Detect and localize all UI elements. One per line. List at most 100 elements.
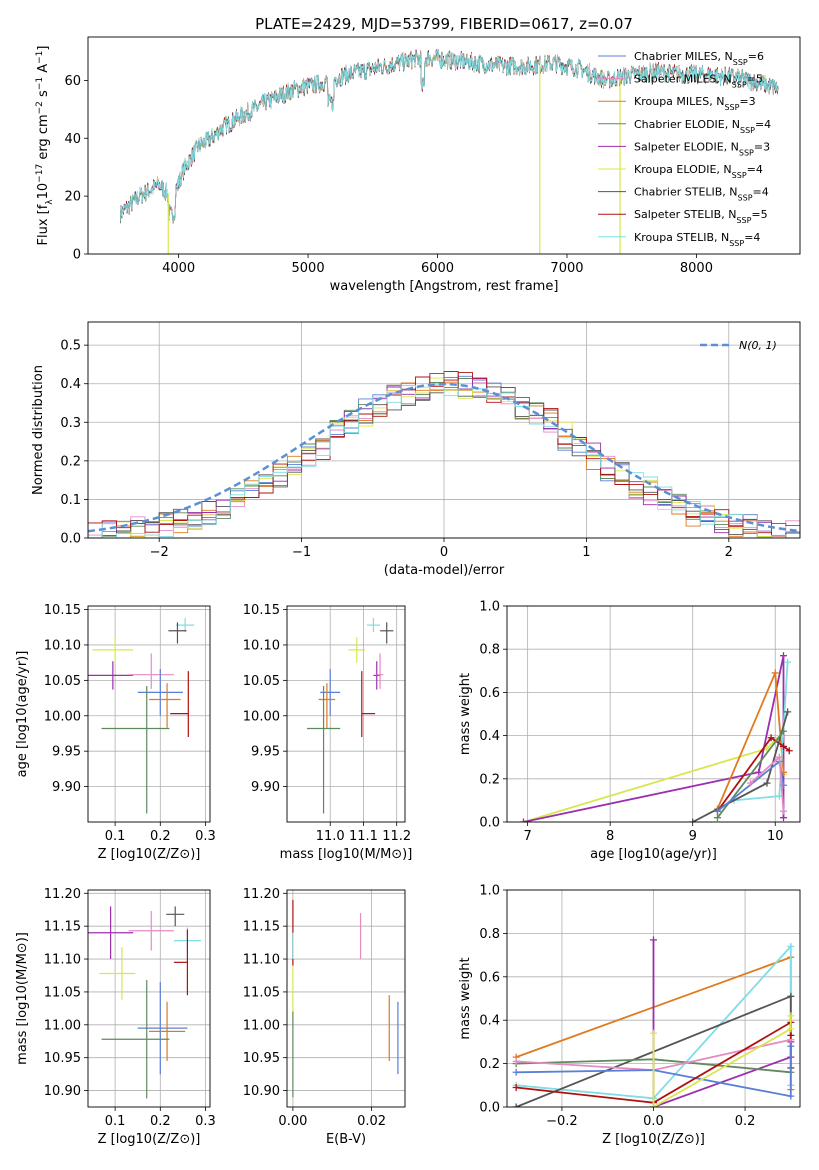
mass_vs_EBV-panel: 0.00 0.02 10.90 10.95 11.00 11.05 11.10 11.15 11…: [243, 887, 406, 1147]
weight_vs_Z-panel: −0.2 0.0 0.2 0.0 0.2 0.4 0.6 0.8 1.0 Z [log10(Z/Z…: [458, 884, 801, 1147]
y-tick-label: 0.1: [60, 493, 81, 508]
plot-frame: [286, 889, 406, 1108]
y-axis-label-part: −1: [35, 77, 45, 90]
y-tick-label: 0.3: [60, 416, 81, 431]
y-tick-label: 0.0: [479, 816, 500, 831]
y-tick-label: 10.00: [243, 709, 280, 724]
y-tick-label: 10.10: [243, 638, 280, 653]
legend-n: =3: [754, 140, 770, 153]
weight-line: [716, 730, 785, 819]
x-tick-label: 0.3: [195, 1114, 216, 1129]
y-tick-label: 11.10: [44, 953, 81, 968]
y-tick-label: 10.00: [44, 709, 81, 724]
y-tick-label: 0.2: [479, 1057, 500, 1072]
weight-marker: [787, 1025, 795, 1033]
spectrum-panel: 4000 5000 6000 7000 8000 0 20 40 60 wavelength [A…: [35, 36, 801, 294]
y-tick-label: 10.05: [243, 674, 280, 689]
plot-frame: [87, 36, 801, 255]
weight-marker: [746, 779, 754, 787]
x-axis-label: Z [log10(Z/Z⊙)]: [98, 847, 201, 862]
legend-sub: SSP: [739, 148, 754, 157]
y-tick-label: 9.90: [52, 780, 81, 795]
y-tick-label: 10.90: [44, 1084, 81, 1099]
y-tick-label: 0.5: [60, 339, 81, 354]
legend-sub: SSP: [733, 58, 748, 67]
legend-label: N(0, 1): [739, 339, 777, 352]
age_vs_Z-panel: 0.1 0.2 0.3 9.90 9.95 10.00 10.05 10.10 10.15 Z […: [15, 603, 216, 862]
y-tick-label: 10.90: [243, 1084, 280, 1099]
mass_vs_Z-panel: 0.1 0.2 0.3 10.90 10.95 11.00 11.05 11.10 11.15 1…: [15, 887, 216, 1147]
weight-marker: [775, 753, 783, 761]
y-tick-label: 0.6: [479, 970, 500, 985]
legend-sub: SSP: [729, 238, 744, 247]
plot-frame: [87, 321, 801, 539]
x-tick-label: 8: [606, 829, 614, 844]
legend-sub: SSP: [738, 193, 753, 202]
x-tick-label: 0.3: [195, 829, 216, 844]
y-axis-label: mass weight: [458, 957, 473, 1039]
x-axis-label: wavelength [Angstrom, rest frame]: [330, 279, 559, 294]
legend-sub: SSP: [740, 125, 755, 134]
legend-model: Salpeter MILES, N: [634, 73, 732, 86]
y-axis-label: Normed distribution: [31, 365, 46, 495]
y-tick-label: 10.15: [243, 603, 280, 618]
x-tick-label: 0.0: [643, 1114, 664, 1129]
y-tick-label: 0.0: [479, 1101, 500, 1116]
weight-marker: [779, 807, 787, 815]
weight-marker: [787, 1012, 795, 1020]
x-axis-label: Z [log10(Z/Z⊙)]: [602, 1132, 705, 1147]
x-tick-label: 1: [582, 545, 590, 560]
x-tick-label: 0.2: [150, 1114, 171, 1129]
legend-model: Kroupa MILES, N: [634, 95, 724, 108]
legend-n: =6: [748, 50, 764, 63]
histogram-line: [88, 378, 800, 538]
legend-label: Kroupa STELIB, NSSP=4: [634, 231, 760, 248]
y-tick-label: 9.90: [251, 780, 280, 795]
plot-frame: [286, 605, 406, 823]
y-tick-label: 11.00: [243, 1018, 280, 1033]
residuals-panel: −2 −1 0 1 2 0.0 0.1 0.2 0.3 0.4 0.5 (data-model)/er…: [31, 321, 801, 578]
y-tick-label: 11.20: [243, 887, 280, 902]
y-axis-label-part: s: [36, 90, 51, 101]
error-bars: [88, 618, 195, 814]
y-tick-label: 11.15: [243, 920, 280, 935]
y-axis-label: Flux [fλ10−17 erg cm−2 s−1 A−1]: [35, 46, 55, 246]
weight-marker: [767, 734, 775, 742]
weight-marker: [787, 1042, 795, 1050]
y-tick-label: 10.95: [44, 1051, 81, 1066]
weight-marker: [650, 1029, 657, 1037]
x-tick-label: 0.1: [105, 1114, 126, 1129]
legend-n: =4: [744, 231, 760, 244]
legend-label: Chabrier MILES, NSSP=6: [634, 50, 764, 67]
y-axis-label-part: λ: [45, 199, 55, 205]
legend-label: Kroupa MILES, NSSP=3: [634, 95, 756, 112]
weight-marker: [713, 814, 721, 822]
weight-marker: [763, 779, 771, 787]
x-tick-label: −2: [150, 545, 169, 560]
error-bars: [88, 906, 201, 1099]
weight-marker: [512, 1057, 520, 1065]
age_vs_mass-panel: 11.0 11.1 11.2 9.90 9.95 10.00 10.05 10.10 10.15…: [243, 603, 413, 862]
legend-sub: SSP: [732, 80, 747, 89]
y-axis-label-part: erg cm: [36, 114, 51, 163]
y-axis-label-part: A: [36, 64, 51, 77]
weight-marker: [779, 814, 787, 822]
y-tick-label: 1.0: [479, 600, 500, 615]
legend-label: Chabrier ELODIE, NSSP=4: [634, 118, 771, 135]
y-tick-label: 0.2: [60, 454, 81, 469]
y-tick-label: 0.6: [479, 686, 500, 701]
figure-title: PLATE=2429, MJD=53799, FIBERID=0617, z=0…: [255, 15, 633, 33]
y-tick-label: 10.05: [44, 674, 81, 689]
weight-marker: [650, 936, 657, 944]
x-axis-label: E(B-V): [326, 1132, 366, 1147]
legend-label: Salpeter ELODIE, NSSP=3: [634, 140, 770, 157]
y-tick-label: 0.4: [479, 1014, 500, 1029]
legend-model: Kroupa ELODIE, N: [634, 163, 732, 176]
x-tick-label: 6000: [421, 261, 454, 276]
legend-model: Salpeter STELIB, N: [634, 208, 736, 221]
y-tick-label: 11.05: [44, 985, 81, 1000]
x-tick-label: 5000: [292, 261, 325, 276]
legend-model: Chabrier MILES, N: [634, 50, 733, 63]
x-tick-label: 2: [725, 545, 733, 560]
